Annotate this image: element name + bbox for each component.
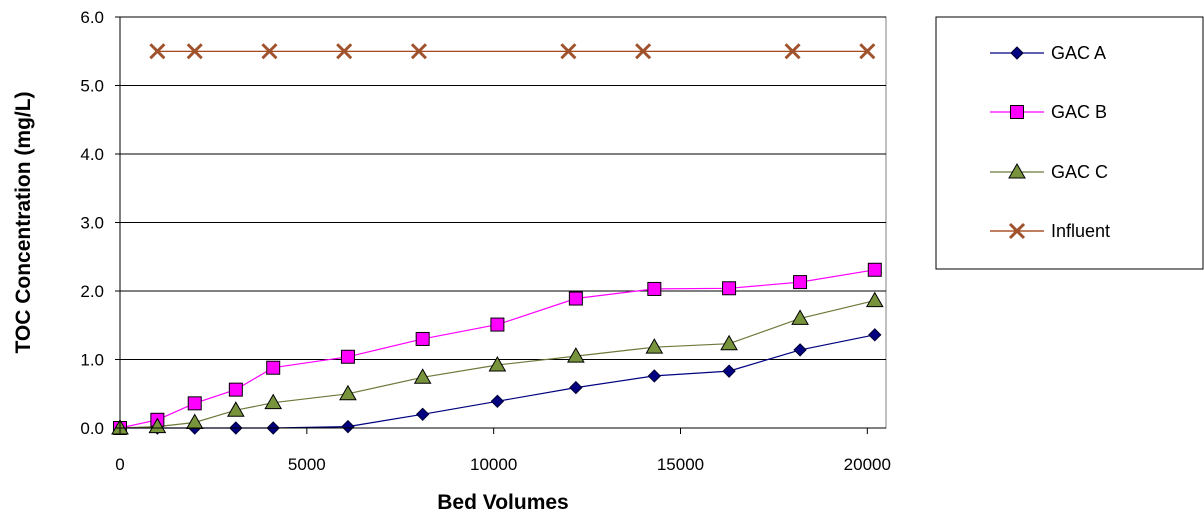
marker-gac-c bbox=[720, 334, 738, 351]
x-tick-label: 5000 bbox=[288, 455, 326, 474]
marker-gac-b bbox=[647, 281, 662, 296]
marker-gac-c bbox=[226, 401, 245, 417]
marker-influent bbox=[336, 43, 353, 60]
legend-box bbox=[935, 16, 1204, 270]
legend-label: GAC A bbox=[1051, 43, 1106, 63]
legend: GAC A GAC B GAC C Influent bbox=[935, 16, 1204, 270]
marker-gac-c bbox=[488, 355, 507, 372]
marker-gac-b bbox=[187, 396, 202, 411]
marker-gac-c bbox=[1008, 162, 1026, 179]
y-tick-label: 6.0 bbox=[80, 8, 104, 27]
marker-influent bbox=[560, 43, 577, 60]
marker-gac-c bbox=[339, 384, 357, 401]
marker-gac-b bbox=[228, 382, 243, 397]
plot-area bbox=[111, 16, 887, 435]
marker-gac-b bbox=[722, 281, 737, 296]
y-tick-label: 2.0 bbox=[80, 282, 104, 301]
y-tick-label: 5.0 bbox=[80, 77, 104, 96]
marker-influent bbox=[635, 43, 652, 60]
marker-gac-b bbox=[1010, 105, 1024, 119]
marker-influent bbox=[410, 43, 427, 60]
legend-label: GAC C bbox=[1051, 162, 1108, 182]
marker-influent bbox=[261, 43, 278, 60]
x-axis-title: Bed Volumes bbox=[437, 491, 568, 514]
x-tick-label: 20000 bbox=[844, 455, 891, 474]
legend-label: GAC B bbox=[1051, 102, 1107, 122]
marker-influent bbox=[149, 43, 166, 60]
marker-gac-a bbox=[793, 343, 807, 357]
x-tick-label: 10000 bbox=[470, 455, 517, 474]
marker-gac-c bbox=[567, 347, 585, 363]
marker-gac-b bbox=[340, 349, 355, 364]
marker-gac-a bbox=[415, 407, 430, 422]
marker-gac-b bbox=[867, 262, 882, 277]
marker-gac-b bbox=[568, 291, 583, 306]
marker-gac-a bbox=[569, 380, 583, 395]
marker-gac-b bbox=[415, 331, 430, 346]
marker-gac-c bbox=[865, 291, 884, 308]
y-axis-title: TOC Concentration (mg/L) bbox=[12, 91, 35, 353]
marker-gac-a bbox=[868, 328, 882, 342]
marker-gac-c bbox=[791, 309, 809, 325]
marker-gac-b bbox=[266, 360, 281, 375]
y-tick-label: 0.0 bbox=[80, 419, 104, 438]
marker-influent bbox=[784, 43, 801, 60]
marker-gac-a bbox=[647, 369, 662, 383]
marker-gac-c bbox=[413, 368, 432, 384]
y-tick-label: 4.0 bbox=[80, 145, 104, 164]
marker-gac-a bbox=[1010, 46, 1024, 60]
legend-label: Influent bbox=[1051, 221, 1110, 241]
x-tick-label: 0 bbox=[115, 455, 124, 474]
marker-gac-c bbox=[645, 338, 664, 354]
marker-influent bbox=[859, 43, 876, 60]
x-tick-label: 15000 bbox=[657, 455, 704, 474]
marker-gac-c bbox=[148, 417, 167, 434]
marker-gac-a bbox=[341, 419, 355, 434]
marker-influent bbox=[186, 43, 203, 60]
marker-gac-b bbox=[793, 275, 808, 290]
marker-gac-a bbox=[722, 364, 736, 378]
marker-influent bbox=[1008, 222, 1026, 240]
y-tick-label: 1.0 bbox=[80, 351, 104, 370]
marker-gac-b bbox=[490, 317, 505, 332]
marker-gac-a bbox=[490, 394, 505, 408]
marker-gac-c bbox=[185, 413, 204, 430]
axes: Bed Volumes TOC Concentration (mg/L) 0.0… bbox=[12, 8, 891, 514]
marker-gac-c bbox=[264, 393, 283, 410]
y-tick-label: 3.0 bbox=[80, 214, 104, 233]
